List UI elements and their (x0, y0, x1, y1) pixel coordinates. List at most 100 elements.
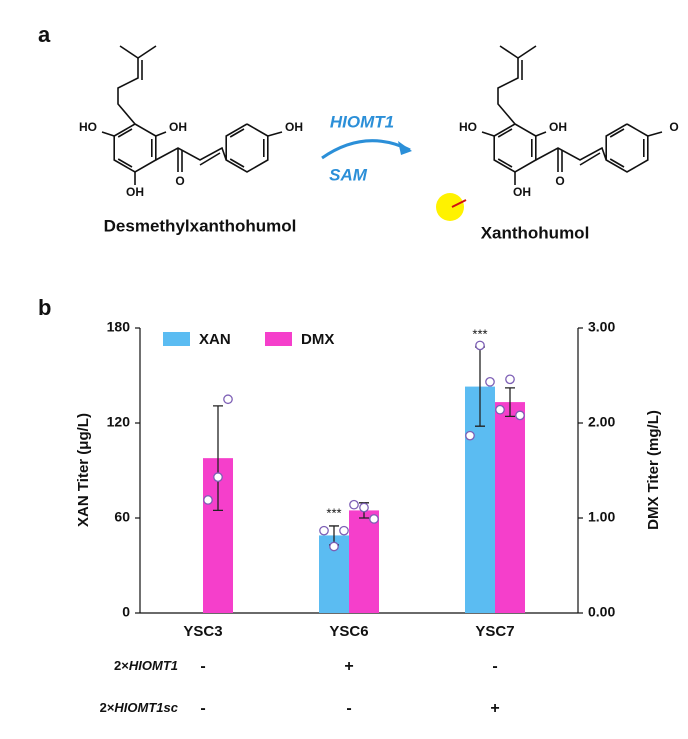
bond (535, 131, 547, 137)
y-tick-label: 0 (122, 604, 130, 620)
y2-axis-label: DMX Titer (mg/L) (645, 410, 662, 530)
data-point (495, 404, 505, 415)
x-tick-label: YSC7 (475, 623, 514, 640)
genotype-prefix: 2× (114, 658, 129, 673)
y2-tick-label: 2.00 (588, 414, 615, 430)
genotype-label: 2×HIOMT1 (114, 658, 178, 673)
genotype-mark: + (490, 700, 499, 717)
atom-label: HO (459, 120, 477, 134)
double-bond (497, 128, 513, 138)
double-bond (229, 158, 245, 168)
double-bond (229, 128, 245, 138)
bar (349, 510, 379, 613)
y-tick-label: 60 (114, 509, 130, 525)
bond (119, 45, 139, 59)
product-name: Xanthohumol (481, 223, 590, 242)
atom-label: O (555, 174, 564, 188)
bond (535, 146, 607, 161)
y-axis-label: XAN Titer (μg/L) (75, 413, 92, 527)
atom-label: OH (169, 120, 187, 134)
y2-tick-label: 3.00 (588, 319, 615, 335)
bond (137, 45, 157, 59)
legend-swatch (265, 332, 292, 346)
error-bar (213, 405, 223, 512)
genotype-prefix: 2× (100, 700, 115, 715)
bond (101, 131, 115, 137)
bond (267, 131, 283, 137)
genotype-mark: - (200, 658, 205, 675)
methyl-highlight (436, 193, 464, 221)
genotype-mark: - (492, 658, 497, 675)
genotype-mark: + (344, 658, 353, 675)
data-point (465, 430, 475, 441)
double-bond (199, 152, 221, 166)
data-point (213, 472, 223, 482)
atom-label: O (669, 120, 678, 134)
legend-label: DMX (301, 331, 334, 348)
ring (493, 123, 537, 173)
atom-label: HO (79, 120, 97, 134)
arrow-head (398, 141, 412, 155)
data-point (319, 525, 329, 536)
gene-name: HIOMT1 (129, 658, 178, 673)
atom-label: OH (549, 120, 567, 134)
bond (481, 131, 495, 137)
y-tick-label: 120 (107, 414, 131, 430)
ring (225, 123, 269, 173)
significance: *** (326, 505, 341, 520)
bond (155, 146, 227, 161)
x-tick-label: YSC3 (183, 623, 222, 640)
cofactor-label: SAM (329, 165, 368, 184)
panel-label: b (38, 295, 51, 320)
bond (117, 58, 139, 125)
data-point (203, 495, 213, 505)
data-point (505, 374, 515, 385)
gene-name: HIOMT1sc (114, 700, 178, 715)
atom-label: OH (513, 185, 531, 199)
bond (647, 131, 663, 137)
genotype-mark: - (200, 700, 205, 717)
double-bond (117, 158, 133, 168)
bond (497, 58, 519, 125)
atom-label: O (175, 174, 184, 188)
significance: *** (472, 326, 487, 341)
panel-label: a (38, 22, 51, 47)
methyl-bond (451, 199, 467, 208)
data-point (515, 410, 525, 421)
double-bond (579, 152, 601, 166)
double-bond (609, 128, 625, 138)
double-bond (497, 158, 513, 168)
enzyme-label: HIOMT1 (330, 112, 394, 131)
data-point (359, 502, 369, 513)
data-point (369, 514, 379, 524)
double-bond (117, 128, 133, 138)
atom-label: OH (126, 185, 144, 199)
data-point (223, 394, 233, 405)
y2-tick-label: 0.00 (588, 604, 615, 620)
x-tick-label: YSC6 (329, 623, 368, 640)
y2-tick-label: 1.00 (588, 509, 615, 525)
legend-label: XAN (199, 331, 231, 348)
y-tick-label: 180 (107, 319, 131, 335)
substrate-name: Desmethylxanthohumol (104, 216, 297, 235)
ring (605, 123, 649, 173)
bar (495, 402, 525, 613)
bond (517, 45, 537, 59)
atom-label: OH (285, 120, 303, 134)
data-point (349, 499, 359, 510)
genotype-mark: - (346, 700, 351, 717)
genotype-label: 2×HIOMT1sc (100, 700, 179, 715)
data-point (475, 340, 485, 351)
data-point (329, 541, 339, 552)
ring (113, 123, 157, 173)
data-point (339, 525, 349, 536)
error-bar (505, 387, 515, 417)
legend-swatch (163, 332, 190, 346)
bond (499, 45, 519, 59)
double-bond (609, 158, 625, 168)
bond (155, 131, 167, 137)
reaction-arrow (321, 139, 411, 160)
data-point (485, 376, 495, 387)
